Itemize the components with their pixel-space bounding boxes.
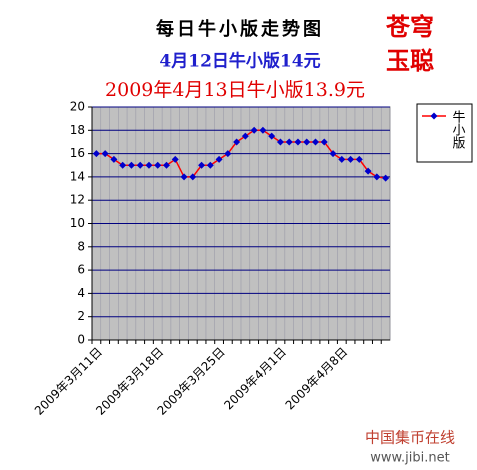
subtitle: 4月12日牛小版14元 bbox=[159, 51, 320, 72]
y-tick-label: 14 bbox=[70, 169, 85, 183]
signature: 玉聪 bbox=[386, 47, 434, 75]
point-marker bbox=[189, 173, 197, 181]
watermark: 中国集币在线 bbox=[365, 429, 455, 447]
point-marker bbox=[119, 161, 127, 169]
y-tick-label: 16 bbox=[70, 146, 85, 160]
point-marker bbox=[206, 161, 214, 169]
point-marker bbox=[180, 173, 188, 181]
y-tick-label: 2 bbox=[77, 309, 85, 323]
point-marker bbox=[241, 132, 249, 140]
point-marker bbox=[92, 150, 100, 158]
y-tick-label: 4 bbox=[77, 286, 85, 300]
legend-box bbox=[416, 103, 473, 163]
point-marker bbox=[355, 155, 363, 163]
point-marker bbox=[312, 138, 319, 146]
point-marker bbox=[259, 126, 267, 134]
point-marker bbox=[276, 138, 284, 146]
point-marker bbox=[101, 150, 109, 158]
point-marker bbox=[171, 155, 179, 163]
point-marker bbox=[268, 132, 276, 140]
signature: 苍穹 bbox=[385, 13, 434, 41]
y-tick-label: 18 bbox=[70, 123, 85, 137]
point-marker bbox=[338, 155, 346, 163]
point-marker bbox=[163, 161, 170, 169]
point-marker bbox=[127, 161, 135, 169]
legend-label: 牛小版 bbox=[450, 110, 466, 150]
point-marker bbox=[364, 167, 372, 175]
y-tick-label: 20 bbox=[70, 100, 85, 114]
chart-title: 每日牛小版走势图 bbox=[156, 18, 324, 40]
point-marker bbox=[250, 126, 258, 134]
y-tick-label: 12 bbox=[70, 193, 85, 207]
point-marker bbox=[320, 138, 328, 146]
point-marker bbox=[136, 161, 144, 169]
point-marker bbox=[303, 138, 311, 146]
y-tick-label: 6 bbox=[77, 263, 85, 277]
watermark: www.jibi.net bbox=[370, 451, 449, 466]
point-marker bbox=[329, 150, 337, 158]
point-marker bbox=[154, 161, 162, 169]
point-marker bbox=[224, 150, 232, 158]
point-marker bbox=[294, 138, 302, 146]
point-marker bbox=[198, 161, 206, 169]
point-marker bbox=[215, 155, 223, 163]
annotation: 2009年4月13日牛小版13.9元 bbox=[105, 79, 365, 101]
point-marker bbox=[285, 138, 293, 146]
point-marker bbox=[382, 174, 390, 182]
y-tick-label: 10 bbox=[70, 216, 85, 230]
legend-marker bbox=[430, 112, 438, 120]
point-marker bbox=[145, 161, 153, 169]
y-tick-label: 0 bbox=[77, 333, 85, 347]
point-marker bbox=[373, 173, 381, 181]
point-marker bbox=[110, 155, 118, 163]
series-line bbox=[96, 129, 386, 179]
point-marker bbox=[347, 155, 355, 163]
y-tick-label: 8 bbox=[77, 239, 85, 253]
point-marker bbox=[233, 138, 241, 146]
